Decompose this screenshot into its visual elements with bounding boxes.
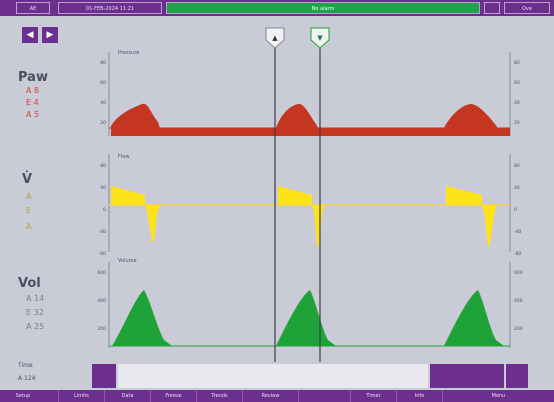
top-status-bar: AE 01-FEB-2024 11:21 No alarm Ove — [0, 0, 554, 16]
prev-button[interactable]: ◀ — [22, 27, 38, 43]
menu-more[interactable]: Menu — [442, 390, 554, 402]
flow-title: V̇ — [22, 172, 33, 187]
volume-waveform-3 — [444, 290, 504, 346]
next-button[interactable]: ▶ — [42, 27, 58, 43]
menu-timer[interactable]: Timer — [350, 390, 396, 402]
volume-plot-label: Volume — [118, 258, 137, 264]
menu-freeze[interactable]: Freeze — [150, 390, 196, 402]
alarm-status: No alarm — [166, 2, 480, 14]
menu-data[interactable]: Data — [104, 390, 150, 402]
menu-limits[interactable]: Limits — [58, 390, 104, 402]
datetime-display: 01-FEB-2024 11:21 — [58, 2, 162, 14]
flow-waveform-2 — [278, 186, 325, 246]
flow-value-b: E — [26, 206, 32, 215]
timeline-right-button[interactable] — [506, 364, 528, 388]
vol-value-a: A 14 — [26, 294, 45, 303]
timeline-left-button[interactable] — [92, 364, 116, 388]
paw-value-b: E 4 — [26, 98, 39, 107]
paw-title: Paw — [18, 70, 48, 85]
menu-info[interactable]: Info — [396, 390, 442, 402]
volume-right-ticks: 600 400 200 — [514, 271, 523, 332]
pressure-plot-label: Pressure — [118, 50, 140, 56]
time-title: Time — [18, 362, 33, 369]
flow-value-c: A — [26, 222, 32, 231]
flow-left-ticks: 80 40 0 -40 -80 — [98, 164, 106, 257]
status-cell — [484, 2, 500, 14]
flow-value-a: A — [26, 192, 32, 201]
volume-left-ticks: 600 400 200 — [97, 271, 106, 332]
cursor-b-marker-icon: ▼ — [317, 34, 323, 42]
timeline-thumb[interactable] — [430, 364, 504, 388]
paw-value-a: A 8 — [26, 86, 40, 95]
menu-setup[interactable]: Setup — [15, 393, 31, 399]
timeline-track[interactable] — [118, 364, 428, 388]
flow-waveform-3 — [446, 186, 497, 246]
cursor-a-handle[interactable] — [265, 27, 285, 49]
pressure-waveform — [111, 103, 510, 136]
mode-indicator: AE — [16, 2, 50, 14]
flow-plot-label: Flow — [118, 154, 130, 160]
status-cell-2: Ove — [504, 2, 550, 14]
volume-waveform-1 — [112, 290, 172, 346]
flow-right-ticks: 80 40 0 -40 -80 — [514, 164, 522, 257]
bottom-menu-bar: Setup Limits Data Freeze Trends Review T… — [0, 390, 554, 402]
vol-value-c: A 25 — [26, 322, 45, 331]
menu-trends[interactable]: Trends — [196, 390, 242, 402]
menu-review[interactable]: Review — [242, 390, 298, 402]
pressure-left-ticks: 80 60 40 20 — [100, 61, 106, 126]
vol-title: Vol — [18, 276, 41, 291]
flow-waveform-1 — [111, 186, 160, 242]
cursor-b-handle[interactable] — [310, 27, 330, 49]
menu-blank[interactable] — [298, 390, 350, 402]
paw-value-c: A 5 — [26, 110, 40, 119]
time-value: A 124 — [18, 375, 36, 382]
pressure-right-ticks: 80 60 40 20 — [514, 61, 520, 126]
cursor-a-marker-icon: ▲ — [272, 34, 278, 42]
vol-value-b: E 32 — [26, 308, 44, 317]
volume-waveform-2 — [276, 290, 336, 346]
